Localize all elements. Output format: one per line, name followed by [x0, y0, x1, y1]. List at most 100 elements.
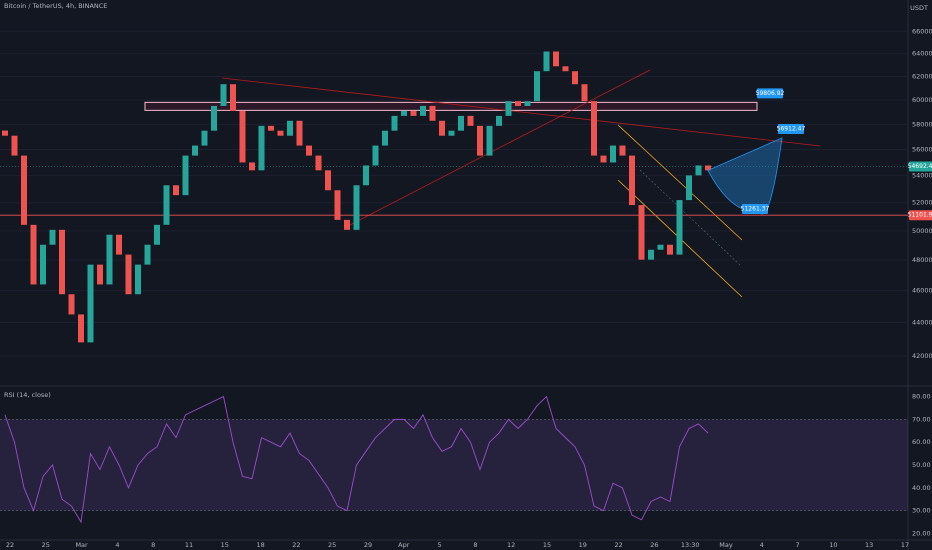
last-price-label-box [909, 161, 932, 172]
candle [486, 125, 493, 156]
candle [296, 120, 303, 146]
x-tick-label: 18 [256, 541, 264, 549]
candle [553, 51, 559, 67]
candle [534, 71, 540, 102]
candle [40, 244, 46, 285]
candle [249, 162, 255, 171]
candle [287, 120, 293, 136]
x-tick-label: 5 [438, 541, 442, 549]
rsi-tick-label: 60.00 [912, 438, 931, 446]
dip-label: 51261.37 [741, 205, 770, 212]
x-tick-label: 29 [364, 541, 372, 549]
candle [496, 115, 502, 126]
candle [543, 51, 550, 72]
x-tick-label: 8 [151, 541, 155, 549]
candle [391, 115, 398, 131]
level-label: 51101.95 [908, 212, 932, 219]
x-tick-label: 4 [760, 541, 764, 549]
candle [315, 155, 322, 171]
rsi-tick-label: 30.00 [912, 507, 931, 515]
candle [277, 130, 284, 136]
candle [363, 165, 369, 186]
candle [30, 224, 37, 285]
x-tick-label: 11 [185, 541, 193, 549]
candle [572, 71, 578, 85]
candle [515, 101, 521, 106]
candle [629, 155, 635, 206]
y-tick-label: 48000.00 [912, 256, 932, 264]
candle [87, 264, 94, 343]
candle [353, 185, 360, 230]
target-label: 56912.47 [777, 125, 806, 132]
channel-line [617, 124, 743, 241]
candle [610, 145, 616, 163]
candle [648, 249, 654, 260]
candle [667, 244, 673, 255]
candle [258, 125, 265, 171]
x-tick-label: 26 [650, 541, 658, 549]
candle [21, 155, 27, 225]
candle [382, 130, 388, 146]
candle [239, 110, 246, 163]
channel-line [639, 169, 741, 266]
candle [116, 234, 122, 255]
candle [106, 234, 113, 285]
rsi-tick-label: 40.00 [912, 484, 931, 492]
rsi-tick-label: 50.00 [912, 461, 931, 469]
candle [230, 84, 236, 111]
y-tick-label: 62000.00 [912, 73, 932, 81]
candle [220, 84, 227, 106]
rsi-band [0, 419, 908, 511]
target-label-box [778, 123, 804, 134]
candle [154, 224, 160, 245]
candle [201, 130, 208, 146]
x-tick-label: 12 [507, 541, 515, 549]
candle [524, 101, 531, 106]
rsi-tick-label: 20.00 [912, 529, 931, 537]
x-tick-label: 25 [328, 541, 336, 549]
x-tick-label: 22 [614, 541, 622, 549]
y-tick-label: 44000.00 [912, 319, 932, 327]
x-tick-label: May [719, 541, 733, 549]
rsi-tick-label: 70.00 [912, 415, 931, 423]
candle [372, 145, 379, 166]
x-tick-label: 25 [42, 541, 50, 549]
x-tick-label: 4 [115, 541, 119, 549]
candle [192, 145, 198, 156]
candle [600, 155, 607, 163]
candle [420, 105, 426, 116]
candle [458, 115, 464, 131]
rsi-line [4, 395, 709, 524]
candle [686, 175, 692, 201]
rsi-tick-label: 80.00 [912, 393, 931, 401]
candle [334, 190, 341, 220]
x-tick-label: 19 [579, 541, 587, 549]
x-tick-label: 15 [221, 541, 229, 549]
candle [619, 145, 626, 156]
x-tick-label: 8 [473, 541, 477, 549]
candle [68, 294, 75, 315]
candle [125, 254, 132, 295]
x-tick-label: 13:30 [681, 541, 700, 549]
candle [477, 125, 483, 156]
candle [49, 229, 56, 245]
y-tick-label: 42000.00 [912, 352, 932, 360]
candle [211, 105, 217, 131]
y-tick-label: 50000.00 [912, 227, 932, 235]
y-tick-label: 66000.00 [912, 28, 932, 36]
candle [467, 115, 474, 126]
y-tick-label: 60000.00 [912, 96, 932, 104]
candle [268, 125, 274, 131]
candle [591, 101, 597, 156]
currency: USDT [910, 4, 928, 12]
trend-line [221, 77, 821, 147]
x-tick-label: 17 [901, 541, 909, 549]
x-tick-label: 7 [796, 541, 800, 549]
candle [439, 120, 445, 136]
chart-title: Bitcoin / TetherUS, 4h, BINANCE [4, 2, 107, 10]
candle [581, 84, 588, 102]
candle [695, 165, 702, 176]
y-tick-label: 64000.00 [912, 50, 932, 58]
candle [410, 110, 417, 116]
